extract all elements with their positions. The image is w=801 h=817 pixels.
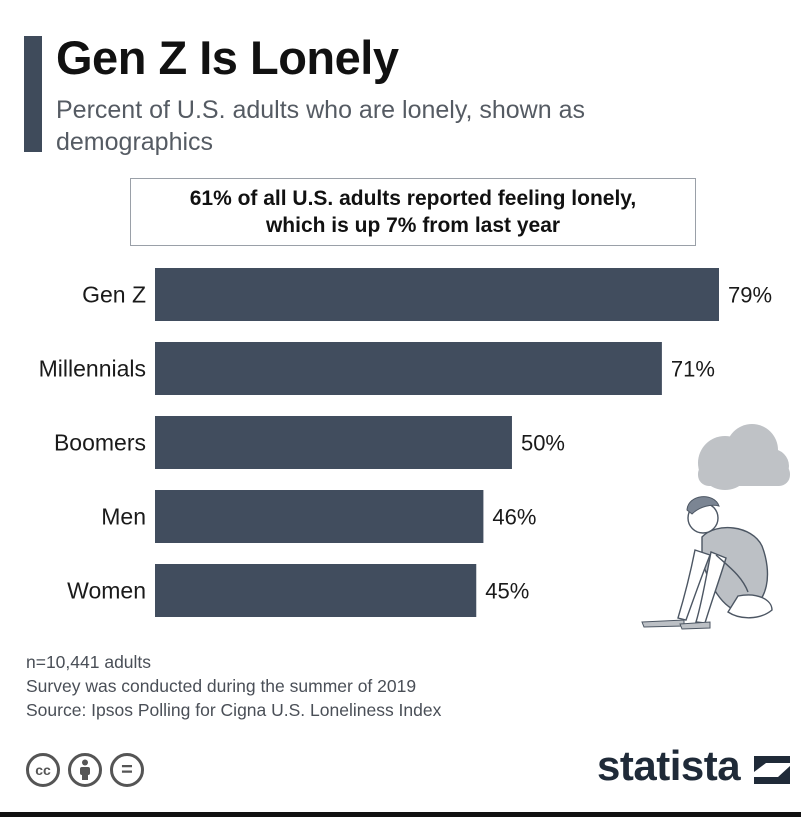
- value-label-gen-z: 79%: [728, 283, 772, 308]
- bar-millennials: [155, 342, 662, 395]
- bar-women: [155, 564, 477, 617]
- statista-logo-icon: [754, 756, 790, 784]
- category-label-millennials: Millennials: [39, 356, 146, 382]
- nd-equals-icon[interactable]: =: [110, 753, 144, 787]
- license-icons: cc =: [26, 753, 144, 787]
- chart-notes: n=10,441 adults Survey was conducted dur…: [26, 650, 441, 722]
- bar-gen-z: [155, 268, 719, 321]
- category-label-gen-z: Gen Z: [82, 282, 146, 308]
- bar-men: [155, 490, 484, 543]
- cc-icon[interactable]: cc: [26, 753, 60, 787]
- survey-date-note: Survey was conducted during the summer o…: [26, 676, 417, 696]
- cc-icon-text: cc: [35, 762, 51, 778]
- nd-icon-text: =: [121, 758, 133, 781]
- category-label-men: Men: [101, 504, 146, 530]
- callout-box: 61% of all U.S. adults reported feeling …: [130, 178, 696, 246]
- page-subtitle: Percent of U.S. adults who are lonely, s…: [56, 96, 585, 156]
- lonely-person-illustration: [641, 424, 790, 630]
- value-label-men: 46%: [492, 505, 536, 530]
- bars-group: Gen Z 79% Millennials 71% Boomers 50% Men 46% Wo…: [39, 268, 772, 617]
- value-label-women: 45%: [485, 579, 529, 604]
- by-person-icon[interactable]: [68, 753, 102, 787]
- value-label-millennials: 71%: [671, 357, 715, 382]
- source-note: Source: Ipsos Polling for Cigna U.S. Lon…: [26, 700, 442, 720]
- cloud-icon: [698, 424, 790, 490]
- sad-person-icon: [641, 496, 773, 630]
- sample-size-note: n=10,441 adults: [26, 652, 152, 672]
- category-label-boomers: Boomers: [54, 430, 146, 456]
- callout-line-1: 61% of all U.S. adults reported feeling …: [189, 187, 637, 210]
- bottom-rule: [0, 812, 801, 817]
- value-label-boomers: 50%: [521, 431, 565, 456]
- category-label-women: Women: [67, 578, 146, 604]
- page-title: Gen Z Is Lonely: [56, 31, 399, 84]
- person-glyph: [80, 759, 90, 780]
- callout-line-2: which is up 7% from last year: [265, 214, 561, 237]
- title-accent-bar: [24, 36, 42, 152]
- brand-logo-text[interactable]: statista: [597, 742, 741, 789]
- bar-boomers: [155, 416, 512, 469]
